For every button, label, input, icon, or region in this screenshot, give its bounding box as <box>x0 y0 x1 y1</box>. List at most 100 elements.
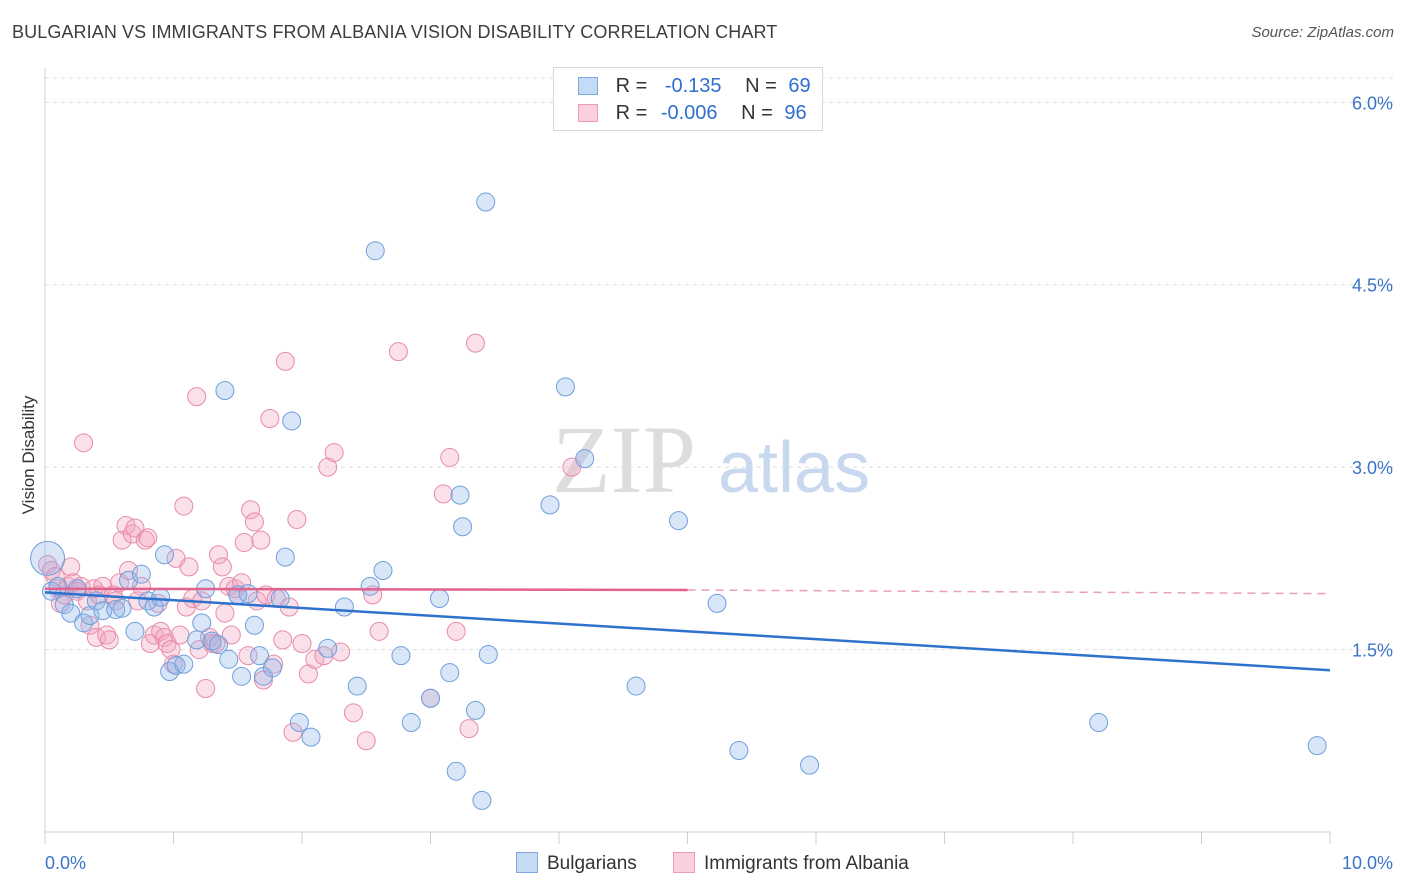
albania-point <box>433 484 453 504</box>
bulgarians-point <box>401 713 421 733</box>
albania-point <box>369 621 389 641</box>
tick-labels: 1.5% 3.0% 4.5% 6.0% 0.0% 10.0% <box>45 93 1393 873</box>
bulgarians-point <box>219 649 239 669</box>
albania-point <box>74 433 94 453</box>
albania-point <box>292 634 312 653</box>
bulgarians-point <box>262 658 282 678</box>
bulgarians-point <box>626 676 646 696</box>
bulgarians-point <box>429 589 449 609</box>
albania-point <box>61 557 81 577</box>
y-tick-label: 6.0% <box>1352 93 1393 113</box>
albania-point <box>212 557 232 577</box>
bulgarians-point <box>275 547 295 567</box>
bulgarians-point <box>166 655 186 675</box>
trend-line-bulgarians <box>44 591 1331 672</box>
albania-point <box>440 447 460 467</box>
y-tick-label: 4.5% <box>1352 276 1393 296</box>
albania-point <box>232 573 252 593</box>
albania-point <box>138 528 158 548</box>
y-tick-label: 1.5% <box>1352 641 1393 661</box>
bulgarians-point <box>301 727 321 747</box>
albania-point <box>151 621 171 641</box>
albania-point <box>128 591 148 611</box>
bulgarians-point <box>800 755 820 775</box>
series-albania-points <box>38 333 582 751</box>
albania-point <box>388 342 408 362</box>
y-axis-label: Vision Disability <box>19 395 38 514</box>
bulgarians-point <box>669 511 689 531</box>
bulgarians-point <box>478 644 498 664</box>
albania-point <box>97 625 117 645</box>
bulgarians-point <box>446 761 466 781</box>
albania-point <box>343 703 363 723</box>
bulgarians-point <box>540 495 560 515</box>
albania-point <box>331 642 351 662</box>
bulgarians-point <box>244 615 264 635</box>
bulgarians-point <box>155 545 175 565</box>
albania-point <box>446 621 466 641</box>
x-tick-label: 10.0% <box>1342 853 1393 873</box>
albania-point <box>283 722 303 742</box>
bulgarians-point <box>174 654 194 674</box>
bulgarians-point <box>131 564 151 584</box>
albania-point <box>244 512 264 532</box>
albania-point <box>187 387 207 407</box>
bulgarians-point <box>202 631 222 651</box>
grid-lines <box>45 77 1395 651</box>
albania-point <box>179 557 199 577</box>
albania-point <box>324 443 344 463</box>
legend-n-value: 69 <box>788 75 811 97</box>
bottom-legend-bulgarians: Bulgarians <box>516 852 637 875</box>
bulgarians-point <box>575 449 595 469</box>
watermark: ZIP atlas <box>552 406 870 513</box>
bottom-legend-albania: Immigrants from Albania <box>673 852 909 875</box>
bulgarians-point <box>232 666 252 686</box>
albania-point <box>174 496 194 516</box>
x-tick-label: 0.0% <box>45 853 86 873</box>
bulgarians-point <box>1089 713 1109 733</box>
albania-point <box>275 351 295 371</box>
bulgarians-point <box>187 630 207 650</box>
albania-point <box>135 530 155 550</box>
y-tick-label: 3.0% <box>1352 458 1393 478</box>
bulgarians-point <box>30 540 66 576</box>
trend-lines <box>44 587 1331 672</box>
albania-point <box>287 509 307 529</box>
bulgarians-point <box>555 377 575 397</box>
bulgarians-point <box>707 593 727 613</box>
legend-r-value: -0.006 <box>660 102 718 124</box>
albania-point <box>99 630 119 650</box>
legend-swatch-blue <box>578 77 598 95</box>
bulgarians-point <box>151 587 171 607</box>
legend-row-bulgarians: R = -0.135 N = 69 <box>578 75 811 98</box>
albania-point <box>196 678 216 698</box>
bulgarians-point <box>476 192 496 212</box>
albania-point <box>234 533 254 553</box>
bulgarians-point <box>465 700 485 720</box>
albania-point <box>208 545 228 565</box>
bottom-legend-label: Immigrants from Albania <box>704 853 909 874</box>
bulgarians-point <box>106 599 126 619</box>
albania-point <box>170 625 190 645</box>
bulgarians-point <box>238 584 258 604</box>
bulgarians-point <box>1307 736 1327 756</box>
bulgarians-point <box>250 646 270 666</box>
albania-point <box>112 530 132 550</box>
albania-point <box>459 719 479 739</box>
axes <box>44 68 1331 844</box>
bottom-legend-label: Bulgarians <box>547 853 637 874</box>
legend-r-label: R = <box>615 102 648 124</box>
bulgarians-point <box>334 597 354 617</box>
albania-point <box>38 554 58 574</box>
bulgarians-point <box>112 598 132 618</box>
legend-r-label: R = <box>615 75 648 97</box>
bottom-swatch-pink <box>673 852 695 873</box>
legend-r-value: -0.135 <box>664 75 722 97</box>
bulgarians-point <box>360 576 380 596</box>
albania-point <box>125 518 145 538</box>
albania-point <box>260 409 280 429</box>
chart-title: BULGARIAN VS IMMIGRANTS FROM ALBANIA VIS… <box>12 22 778 42</box>
bulgarians-point <box>289 713 309 733</box>
bulgarians-point <box>472 790 492 810</box>
bulgarians-point <box>74 613 94 633</box>
